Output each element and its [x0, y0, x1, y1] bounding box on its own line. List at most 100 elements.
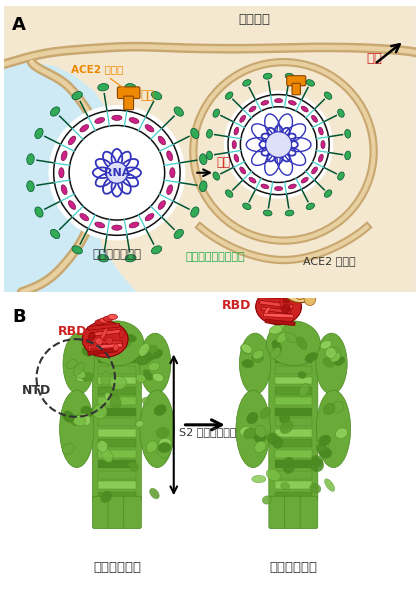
Ellipse shape — [281, 281, 291, 287]
Bar — [98, 356, 136, 363]
Polygon shape — [4, 6, 416, 292]
Text: アップ型構造: アップ型構造 — [269, 562, 317, 575]
Ellipse shape — [316, 443, 329, 457]
Ellipse shape — [242, 359, 254, 368]
Ellipse shape — [234, 154, 239, 162]
Bar — [87, 339, 123, 345]
Ellipse shape — [75, 369, 86, 379]
Text: ダウン型構造: ダウン型構造 — [93, 562, 141, 575]
Ellipse shape — [244, 428, 256, 439]
Circle shape — [193, 62, 374, 241]
Ellipse shape — [240, 115, 246, 122]
Text: 侵入: 侵入 — [217, 156, 231, 169]
FancyBboxPatch shape — [284, 496, 302, 529]
Ellipse shape — [136, 421, 144, 427]
Bar — [89, 329, 121, 336]
Ellipse shape — [101, 491, 112, 503]
Ellipse shape — [66, 360, 77, 369]
Ellipse shape — [316, 333, 347, 394]
Ellipse shape — [306, 203, 315, 209]
Ellipse shape — [255, 425, 266, 437]
Ellipse shape — [277, 283, 287, 289]
Ellipse shape — [304, 291, 316, 306]
Ellipse shape — [154, 405, 166, 415]
Ellipse shape — [90, 342, 97, 349]
Ellipse shape — [226, 92, 233, 99]
Ellipse shape — [277, 332, 289, 343]
Ellipse shape — [101, 328, 108, 340]
Ellipse shape — [311, 455, 323, 467]
Ellipse shape — [234, 127, 239, 135]
Ellipse shape — [213, 109, 220, 117]
FancyBboxPatch shape — [108, 496, 126, 529]
Ellipse shape — [262, 496, 271, 504]
Bar — [98, 460, 136, 468]
Ellipse shape — [112, 332, 123, 344]
Ellipse shape — [272, 436, 283, 448]
Bar — [98, 408, 136, 416]
Ellipse shape — [136, 353, 152, 365]
Ellipse shape — [129, 222, 139, 228]
Ellipse shape — [82, 322, 128, 357]
Text: RBD: RBD — [58, 326, 87, 339]
Ellipse shape — [102, 448, 113, 463]
Ellipse shape — [240, 427, 252, 437]
Ellipse shape — [95, 117, 105, 123]
FancyBboxPatch shape — [269, 496, 286, 529]
Ellipse shape — [60, 390, 94, 468]
Ellipse shape — [239, 333, 271, 394]
Ellipse shape — [207, 151, 213, 160]
Ellipse shape — [299, 384, 309, 397]
Ellipse shape — [324, 190, 332, 197]
Bar — [98, 418, 136, 427]
Ellipse shape — [110, 376, 126, 389]
Ellipse shape — [200, 181, 207, 192]
Ellipse shape — [283, 302, 290, 311]
Text: 吸着: 吸着 — [140, 89, 155, 102]
FancyBboxPatch shape — [287, 76, 306, 86]
Text: B: B — [12, 307, 26, 326]
Ellipse shape — [330, 352, 341, 362]
Ellipse shape — [310, 458, 324, 472]
Ellipse shape — [301, 106, 308, 112]
Ellipse shape — [226, 190, 233, 197]
Bar — [98, 398, 136, 405]
Ellipse shape — [281, 295, 289, 303]
Bar — [260, 300, 293, 309]
Ellipse shape — [158, 201, 165, 209]
Ellipse shape — [72, 91, 82, 100]
Ellipse shape — [191, 128, 199, 139]
Bar — [275, 376, 312, 384]
Ellipse shape — [241, 344, 252, 353]
Ellipse shape — [79, 414, 91, 425]
Ellipse shape — [319, 435, 331, 446]
Bar — [275, 460, 312, 468]
Bar — [89, 343, 122, 349]
Ellipse shape — [81, 406, 93, 417]
FancyBboxPatch shape — [92, 496, 110, 529]
Circle shape — [224, 90, 333, 199]
Ellipse shape — [68, 136, 76, 145]
Ellipse shape — [312, 167, 318, 174]
Ellipse shape — [260, 408, 270, 418]
Ellipse shape — [285, 332, 297, 343]
Ellipse shape — [236, 390, 270, 468]
Ellipse shape — [95, 222, 105, 228]
Bar — [98, 491, 136, 500]
Bar — [275, 440, 312, 447]
Ellipse shape — [112, 115, 122, 120]
Ellipse shape — [284, 306, 291, 313]
Ellipse shape — [325, 479, 335, 491]
Ellipse shape — [275, 99, 283, 103]
Ellipse shape — [316, 390, 351, 468]
Ellipse shape — [332, 401, 344, 413]
Ellipse shape — [73, 362, 84, 375]
Ellipse shape — [152, 246, 162, 254]
Ellipse shape — [143, 369, 152, 381]
Ellipse shape — [59, 168, 64, 178]
Ellipse shape — [213, 172, 220, 180]
Ellipse shape — [95, 320, 105, 325]
Text: スパイクタンパク質: スパイクタンパク質 — [186, 252, 245, 262]
Ellipse shape — [145, 214, 154, 221]
Ellipse shape — [252, 476, 266, 483]
